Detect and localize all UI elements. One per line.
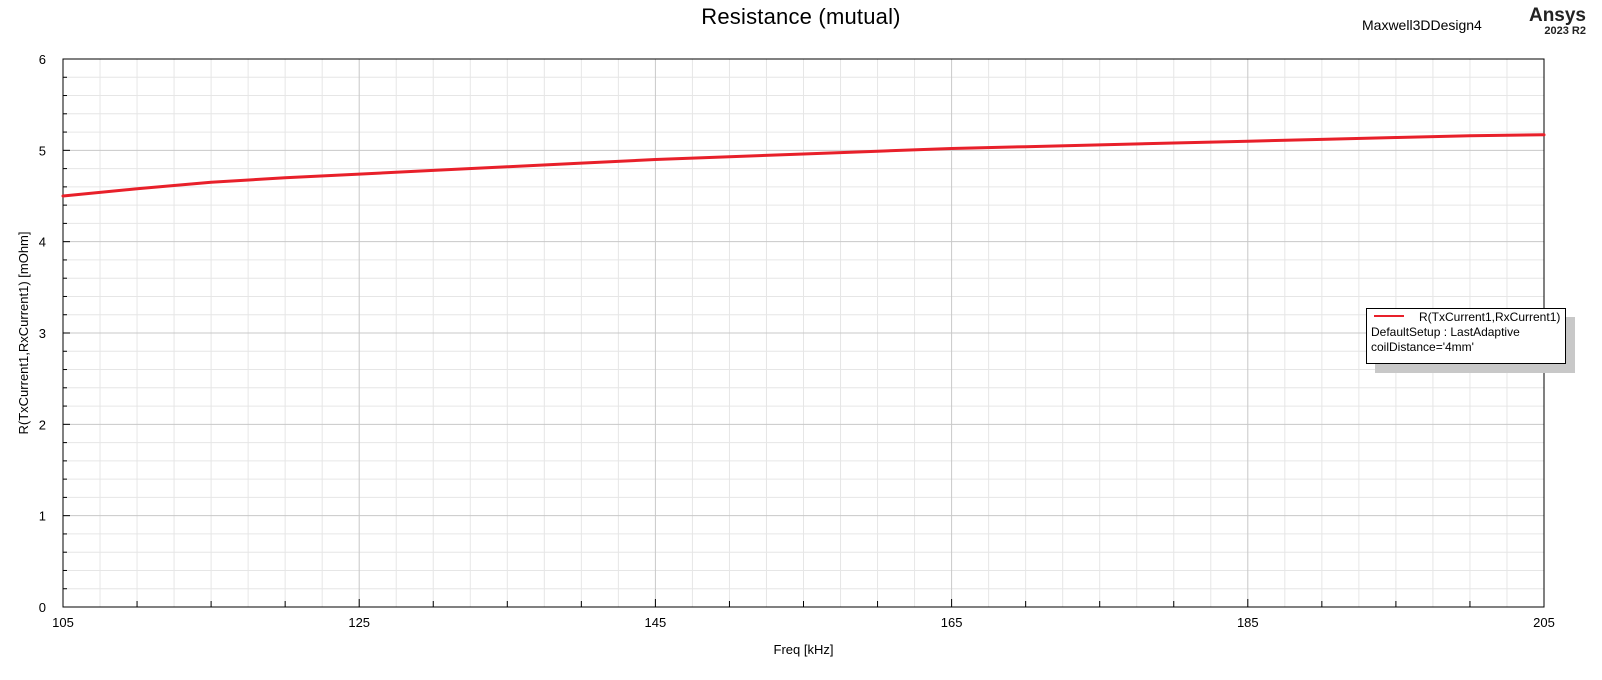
y-tick-labels: 0 1 2 3 4 5 6: [39, 52, 46, 615]
y-tick-label: 5: [39, 143, 46, 158]
y-tick-label: 6: [39, 52, 46, 67]
x-tick-labels: 105 125 145 165 185 205: [52, 615, 1555, 630]
y-axis-label: R(TxCurrent1,RxCurrent1) [mOhm]: [16, 232, 31, 435]
legend-swatch: [1374, 315, 1404, 317]
y-tick-label: 4: [39, 235, 46, 250]
chart-title: Resistance (mutual): [701, 4, 901, 29]
y-tick-label: 2: [39, 417, 46, 432]
x-tick-label: 125: [348, 615, 370, 630]
legend-series-row: R(TxCurrent1,RxCurrent1): [1367, 309, 1565, 325]
axis-ticks: [62, 58, 1545, 608]
legend-variation-label: coilDistance='4mm': [1371, 340, 1474, 354]
y-tick-label: 1: [39, 509, 46, 524]
y-tick-label: 3: [39, 326, 46, 341]
x-axis-label: Freq [kHz]: [774, 642, 834, 657]
y-tick-label: 0: [39, 600, 46, 615]
x-tick-label: 205: [1533, 615, 1555, 630]
brand-logo: Ansys 2023 R2: [1529, 6, 1586, 37]
legend-setup-label: DefaultSetup : LastAdaptive: [1371, 325, 1520, 339]
x-tick-label: 145: [645, 615, 667, 630]
brand-version: 2023 R2: [1544, 25, 1586, 37]
x-tick-label: 165: [941, 615, 963, 630]
x-tick-label: 105: [52, 615, 74, 630]
design-name: Maxwell3DDesign4: [1362, 17, 1482, 33]
legend[interactable]: R(TxCurrent1,RxCurrent1) DefaultSetup : …: [1366, 308, 1566, 364]
series-line: [61, 133, 1546, 198]
brand-name: Ansys: [1528, 5, 1586, 26]
legend-series-label: R(TxCurrent1,RxCurrent1): [1419, 310, 1561, 324]
x-tick-label: 185: [1237, 615, 1259, 630]
